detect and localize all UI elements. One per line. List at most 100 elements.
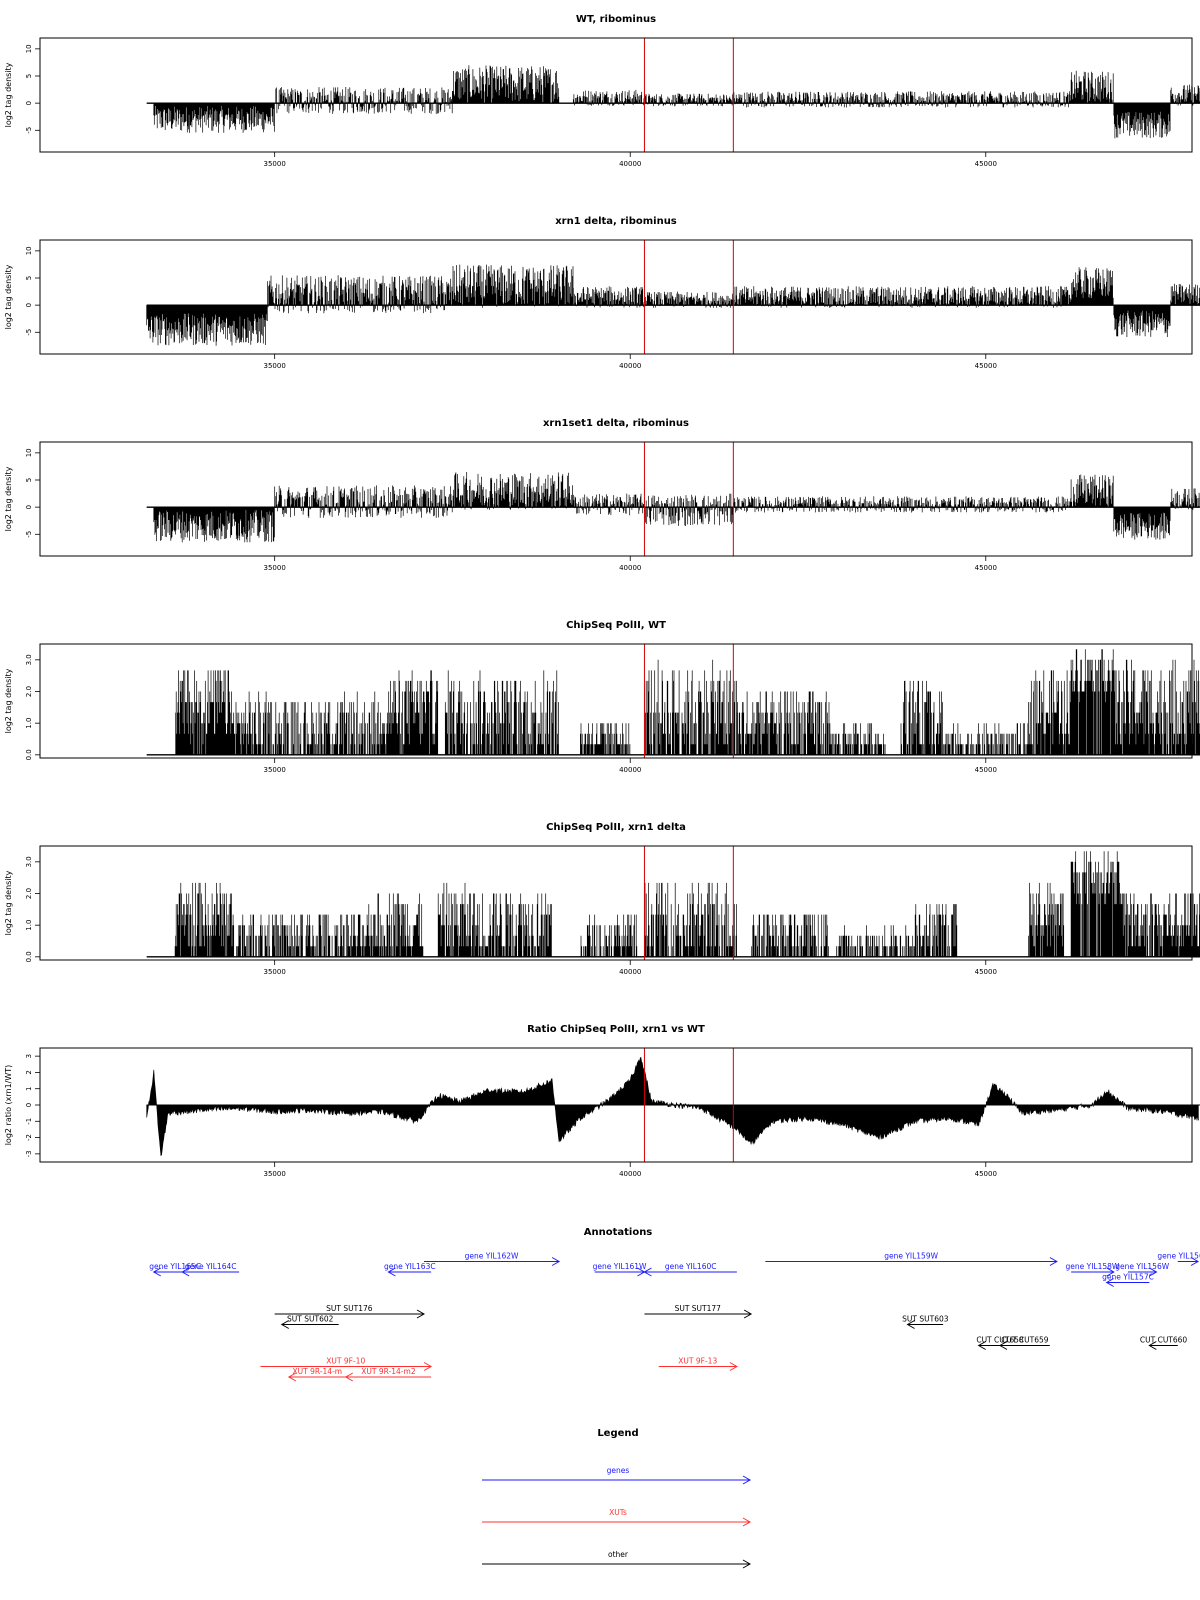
arrowhead-icon <box>742 1517 752 1527</box>
y-tick-label: -5 <box>25 127 33 134</box>
data-marks <box>146 264 1200 346</box>
arrowhead-icon <box>416 1309 426 1319</box>
x-tick-label: 45000 <box>975 1170 997 1178</box>
track-panel-6: Ratio ChipSeq PolII, xrn1 vs WT log2 rati… <box>4 1024 1200 1178</box>
y-axis: 0.0 1.0 2.0 3.0 <box>25 856 40 962</box>
feature-gene-yil161w: gene YIL161W <box>593 1262 647 1277</box>
track-panel-1: WT, ribominus log2 tag density -5 0 5 10 35000… <box>4 14 1200 168</box>
x-tick-label: 40000 <box>619 160 641 168</box>
feature-label: gene YIL158W <box>1066 1262 1120 1271</box>
arrowhead-icon <box>977 1341 986 1350</box>
feature-gene-yil156w-b: gene YIL156W-B <box>1157 1252 1200 1266</box>
y-tick-label: 2.0 <box>25 686 33 697</box>
x-tick-label: 40000 <box>619 1170 641 1178</box>
feature-xut-9r-14-m: XUT 9R-14-m <box>287 1367 346 1382</box>
legend-item-xuts: XUTs <box>482 1508 752 1527</box>
feature-label: SUT SUT603 <box>902 1315 949 1324</box>
feature-label: gene YIL163C <box>384 1262 436 1271</box>
arrowhead-icon <box>423 1362 433 1371</box>
feature-gene-yil156w: gene YIL156W <box>1115 1262 1170 1277</box>
feature-label: gene YIL156W <box>1115 1262 1169 1271</box>
data-marks <box>146 649 1200 756</box>
y-tick-label: 2.0 <box>25 888 33 899</box>
x-tick-label: 40000 <box>619 766 641 774</box>
data-marks <box>146 1056 1200 1157</box>
feature-label: XUT 9F-13 <box>678 1357 717 1366</box>
x-tick-label: 45000 <box>975 362 997 370</box>
feature-label: CUT CUT659 <box>1001 1336 1049 1345</box>
data-marks <box>146 472 1200 543</box>
track-panel-3: xrn1set1 delta, ribominus log2 tag densit… <box>4 418 1200 572</box>
legend: Legend genes XUTs other <box>482 1428 752 1569</box>
feature-sut-sut177: SUT SUT177 <box>644 1304 753 1319</box>
feature-cut-cut660: CUT CUT660 <box>1140 1336 1187 1350</box>
track-panel-2: xrn1 delta, ribominus log2 tag density -5 0… <box>4 216 1200 370</box>
track-panel-5: ChipSeq PolII, xrn1 delta log2 tag densit… <box>4 822 1200 976</box>
arrowhead-icon <box>743 1309 753 1319</box>
legend-label: other <box>608 1550 629 1559</box>
feature-label: SUT SUT176 <box>326 1304 373 1313</box>
plot-frame <box>39 845 1193 961</box>
plot-frame <box>39 239 1193 355</box>
feature-xut-9f-13: XUT 9F-13 <box>658 1357 738 1371</box>
x-axis: 35000 40000 45000 <box>264 556 997 572</box>
x-tick-label: 35000 <box>264 362 286 370</box>
x-tick-label: 45000 <box>975 564 997 572</box>
y-axis-label: log2 tag density <box>4 62 13 127</box>
arrowhead-icon <box>387 1267 396 1277</box>
arrowhead-icon <box>742 1559 752 1569</box>
y-tick-label: 1.0 <box>25 718 33 729</box>
arrowhead-icon <box>551 1257 561 1266</box>
density-bars <box>175 649 1200 755</box>
arrowhead-icon <box>152 1267 162 1277</box>
x-tick-label: 40000 <box>619 564 641 572</box>
y-tick-label: 5 <box>25 276 33 280</box>
feature-label: gene YIL164C <box>185 1262 237 1271</box>
arrowhead-icon <box>287 1372 297 1382</box>
feature-label: gene YIL156W-B <box>1157 1252 1200 1261</box>
y-tick-label: 10 <box>25 246 33 255</box>
feature-gene-yil159w: gene YIL159W <box>765 1252 1058 1266</box>
arrowhead-icon <box>1190 1257 1200 1266</box>
arrowhead-icon <box>1106 1267 1115 1277</box>
feature-label: gene YIL160C <box>665 1262 717 1271</box>
y-tick-label: 3 <box>25 1054 33 1058</box>
legend-items: genes XUTs other <box>482 1466 752 1569</box>
arrowhead-icon <box>998 1341 1008 1350</box>
arrowhead-icon <box>181 1267 190 1277</box>
y-tick-label: 10 <box>25 44 33 53</box>
feature-sut-sut176: SUT SUT176 <box>274 1304 426 1319</box>
panel-title: xrn1set1 delta, ribominus <box>543 418 689 429</box>
plot-frame <box>39 37 1193 153</box>
arrowhead-icon <box>1148 1341 1157 1350</box>
y-tick-label: -5 <box>25 329 33 336</box>
feature-gene-yil160c: gene YIL160C <box>643 1262 737 1277</box>
y-tick-label: 0.0 <box>25 749 33 760</box>
arrowhead-icon <box>906 1320 915 1329</box>
arrowhead-icon <box>742 1475 752 1485</box>
y-axis: 0.0 1.0 2.0 3.0 <box>25 654 40 760</box>
feature-label: XUT 9R-14-m2 <box>361 1367 416 1376</box>
density-bars <box>153 65 1200 139</box>
y-tick-label: 3.0 <box>25 654 33 665</box>
y-axis-label: log2 tag density <box>4 466 13 531</box>
feature-label: gene YIL157C <box>1102 1273 1154 1282</box>
panel-title: WT, ribominus <box>576 14 656 25</box>
legend-label: genes <box>607 1466 630 1475</box>
feature-gene-yil158w: gene YIL158W <box>1066 1262 1120 1277</box>
annotations-title: Annotations <box>584 1227 653 1238</box>
x-tick-label: 35000 <box>264 968 286 976</box>
legend-item-other: other <box>482 1550 752 1569</box>
panel-title: xrn1 delta, ribominus <box>555 216 677 227</box>
y-axis: -5 0 5 10 <box>25 44 40 134</box>
x-axis: 35000 40000 45000 <box>264 354 997 370</box>
arrowhead-icon <box>1149 1267 1158 1277</box>
x-tick-label: 45000 <box>975 968 997 976</box>
y-tick-label: 5 <box>25 74 33 78</box>
y-axis-label: log2 tag density <box>4 264 13 329</box>
y-tick-label: 5 <box>25 478 33 482</box>
feature-label: gene YIL161W <box>593 1262 647 1271</box>
y-axis-label: log2 tag density <box>4 668 13 733</box>
